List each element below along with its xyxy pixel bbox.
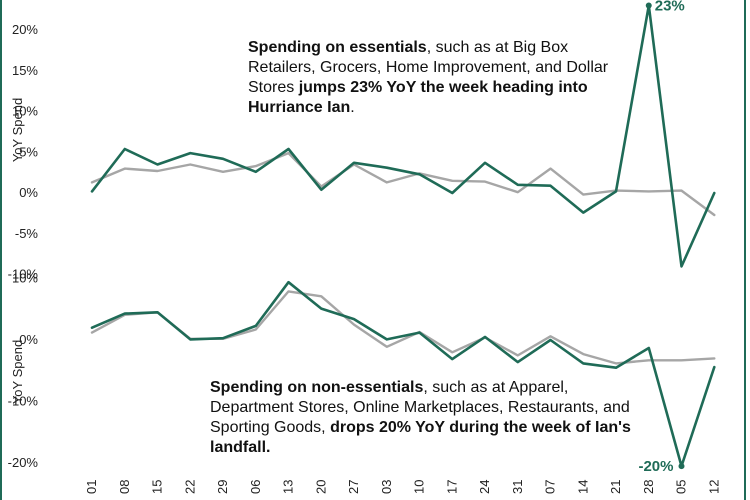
series-line-primary	[90, 4, 716, 268]
trough-annotation: -20%	[638, 458, 673, 475]
y-tick-label: 15%	[12, 63, 38, 78]
y-tick-label: 20%	[12, 22, 38, 37]
essentials-callout: Spending on essentials, such as at Big B…	[248, 38, 628, 118]
non-essentials-callout-body: , such as at Apparel, Department Stores,…	[210, 379, 630, 436]
y-tick-label: -10%	[8, 267, 39, 282]
y-tick-label: -20%	[8, 455, 39, 470]
series-line-comparison	[90, 290, 716, 365]
x-tick-label: 28	[641, 480, 656, 494]
y-tick-label: -10%	[8, 394, 39, 409]
x-tick-label: 10	[412, 480, 427, 494]
y-axis-label: YoY Spend	[10, 340, 25, 404]
y-tick-label: 0%	[19, 332, 38, 347]
x-tick-label: 03	[379, 480, 394, 494]
x-tick-label: 22	[182, 480, 197, 494]
x-tick-label: 15	[150, 480, 165, 494]
y-tick-label: -5%	[15, 226, 39, 241]
series-line-comparison	[90, 151, 716, 217]
x-tick-label: 06	[248, 480, 263, 494]
non-essentials-callout: Spending on non-essentials, such as at A…	[210, 378, 640, 458]
x-tick-label: 27	[346, 480, 361, 494]
x-tick-label: 29	[215, 480, 230, 494]
x-tick-label: 07	[543, 480, 558, 494]
essentials-callout-end: .	[350, 99, 355, 116]
x-tick-label: 14	[575, 480, 590, 494]
essentials-callout-lead: Spending on essentials	[248, 39, 427, 56]
x-tick-label: 12	[706, 480, 721, 494]
essentials-callout-body: , such as at Big Box Retailers, Grocers,…	[248, 39, 609, 96]
x-tick-label: 21	[608, 480, 623, 494]
peak-marker	[645, 2, 652, 9]
y-tick-label: 0%	[19, 185, 38, 200]
y-tick-label: 10%	[12, 271, 38, 286]
x-tick-label: 01	[84, 480, 99, 494]
peak-annotation: 23%	[655, 0, 685, 15]
y-axis-label: YoY Spend	[10, 98, 25, 162]
non-essentials-callout-lead: Spending on non-essentials	[210, 379, 424, 396]
essentials-callout-emphasis: jumps 23% YoY the week heading into Hurr…	[248, 79, 588, 116]
x-tick-label: 31	[510, 480, 525, 494]
non-essentials-callout-emphasis: drops 20% YoY during the week of Ian's l…	[210, 419, 631, 456]
y-tick-label: 5%	[19, 144, 38, 159]
x-tick-label: 24	[477, 480, 492, 494]
x-tick-label: 20	[313, 480, 328, 494]
x-tick-label: 17	[444, 480, 459, 494]
series-line-primary	[90, 280, 716, 468]
x-tick-label: 05	[674, 480, 689, 494]
y-tick-label: 10%	[12, 104, 38, 119]
x-tick-label: 13	[281, 480, 296, 494]
x-tick-label: 08	[117, 480, 132, 494]
trough-marker	[678, 463, 685, 470]
